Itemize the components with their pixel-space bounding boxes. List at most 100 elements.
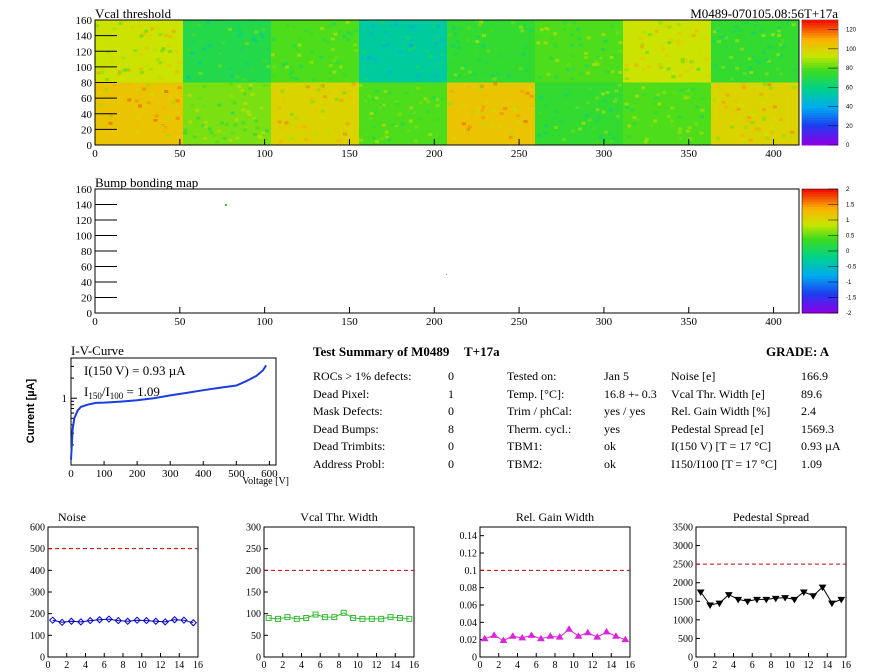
pixel-texture xyxy=(672,105,677,109)
pixel-texture xyxy=(266,64,271,68)
pixel-texture xyxy=(635,94,640,98)
pixel-texture xyxy=(374,96,379,100)
pixel-texture xyxy=(756,127,761,131)
pixel-texture xyxy=(570,122,575,126)
pixel-texture xyxy=(332,126,337,130)
pixel-texture xyxy=(381,44,386,48)
bump-defect-point xyxy=(225,204,227,206)
zscale-label: 60 xyxy=(846,85,853,91)
pixel-texture xyxy=(632,116,637,120)
pixel-texture xyxy=(578,43,583,47)
pixel-texture xyxy=(654,29,659,33)
pixel-texture xyxy=(257,69,262,73)
pixel-texture xyxy=(742,71,747,75)
pixel-texture xyxy=(713,64,718,68)
pixel-texture xyxy=(615,31,620,35)
zscale-cell xyxy=(802,65,838,68)
pixel-texture xyxy=(638,36,643,40)
pixel-texture xyxy=(158,100,163,104)
zscale-cell xyxy=(802,300,838,304)
pixel-texture xyxy=(569,33,574,37)
pixel-texture xyxy=(233,123,238,127)
pixel-texture xyxy=(451,26,456,30)
pixel-texture xyxy=(425,49,430,53)
pixel-texture xyxy=(463,47,468,51)
pixel-texture xyxy=(754,127,759,131)
pixel-texture xyxy=(311,88,316,92)
pixel-texture xyxy=(162,127,167,131)
y-tick-label: 100 xyxy=(246,609,261,620)
pixel-texture xyxy=(104,88,109,92)
zscale-cell xyxy=(802,80,838,83)
pixel-texture xyxy=(406,35,411,39)
pixel-texture xyxy=(327,24,332,28)
pixel-texture xyxy=(666,67,671,71)
y-tick-label: 40 xyxy=(81,277,93,289)
pixel-texture xyxy=(385,135,390,139)
pixel-texture xyxy=(434,63,439,67)
pixel-texture xyxy=(435,35,440,39)
pixel-texture xyxy=(565,68,570,72)
pixel-texture xyxy=(447,102,452,106)
pixel-texture xyxy=(211,133,216,137)
pixel-texture xyxy=(594,119,599,123)
x-tick-label: 300 xyxy=(596,148,613,160)
pixel-texture xyxy=(747,57,752,61)
pixel-texture xyxy=(339,98,344,102)
pixel-texture xyxy=(574,109,579,113)
pixel-texture xyxy=(409,43,414,47)
y-tick-label: 1000 xyxy=(673,615,693,626)
pixel-texture xyxy=(305,126,310,130)
y-tick-label: 20 xyxy=(81,293,93,305)
roc-block xyxy=(271,20,359,83)
pixel-texture xyxy=(260,38,265,42)
pixel-texture xyxy=(175,116,180,120)
pixel-texture xyxy=(372,97,377,101)
pixel-texture xyxy=(285,126,290,130)
pixel-texture xyxy=(483,61,488,65)
pixel-texture xyxy=(598,54,603,58)
pixel-texture xyxy=(379,136,384,140)
pixel-texture xyxy=(581,121,586,125)
pixel-texture xyxy=(203,125,208,129)
summary-value: 0 xyxy=(448,456,454,471)
pixel-texture xyxy=(313,132,318,136)
small-chart-frame xyxy=(479,526,631,658)
pixel-texture xyxy=(328,71,333,75)
x-tick-label: 0 xyxy=(46,660,51,671)
series-line xyxy=(484,628,626,642)
pixel-texture xyxy=(759,92,764,96)
pixel-texture xyxy=(166,44,171,48)
pixel-texture xyxy=(764,132,769,136)
pixel-texture xyxy=(544,86,549,90)
pixel-texture xyxy=(96,111,101,115)
pixel-texture xyxy=(544,122,549,126)
y-tick-label: 0.04 xyxy=(460,618,478,629)
zscale-label: 1 xyxy=(846,218,850,224)
pixel-texture xyxy=(678,136,683,140)
pixel-texture xyxy=(719,33,724,37)
zscale-cell xyxy=(802,142,838,146)
pixel-texture xyxy=(584,113,589,117)
pixel-texture xyxy=(352,43,357,47)
pixel-texture xyxy=(704,57,709,61)
pixel-texture xyxy=(447,91,451,95)
pixel-texture xyxy=(747,116,752,120)
pixel-texture xyxy=(359,83,363,87)
pixel-texture xyxy=(680,51,685,55)
pixel-texture xyxy=(105,78,110,82)
pixel-texture xyxy=(641,86,646,90)
pixel-texture xyxy=(309,97,314,101)
pixel-texture xyxy=(157,75,162,79)
x-tick-label: 14 xyxy=(606,660,616,671)
pixel-texture xyxy=(767,36,772,40)
pixel-texture xyxy=(543,41,548,45)
y-tick-label: 160 xyxy=(76,184,93,196)
pixel-texture xyxy=(209,131,214,135)
zscale-cell xyxy=(802,191,838,195)
pixel-texture xyxy=(154,114,159,118)
pixel-texture xyxy=(197,97,202,101)
pixel-texture xyxy=(570,54,575,58)
pixel-texture xyxy=(601,110,606,114)
pixel-texture xyxy=(770,46,775,50)
